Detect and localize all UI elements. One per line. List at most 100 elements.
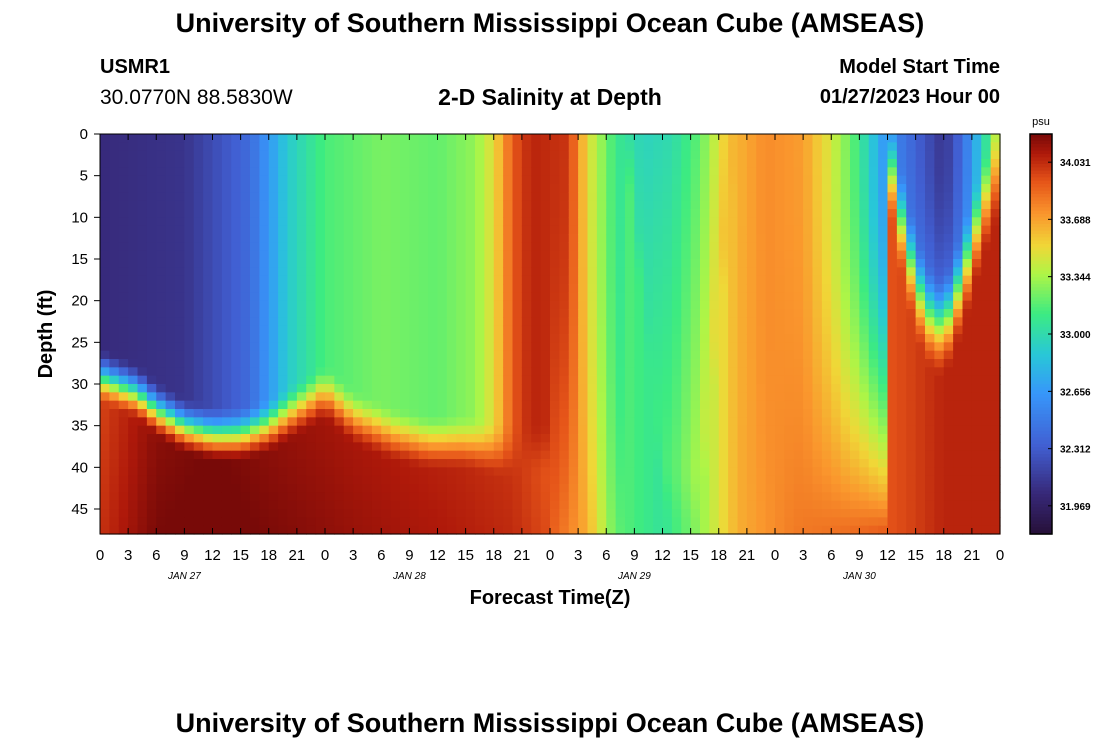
heatmap-cell (578, 184, 589, 193)
heatmap-cell (596, 525, 607, 535)
heatmap-cell (728, 142, 739, 152)
heatmap-cell (362, 259, 373, 268)
heatmap-cell (334, 167, 345, 177)
heatmap-cell (540, 234, 551, 243)
heatmap-cell (793, 492, 804, 502)
heatmap-cell (175, 284, 185, 293)
heatmap-cell (353, 192, 364, 202)
heatmap-cell (587, 192, 598, 202)
heatmap-cell (343, 500, 354, 510)
heatmap-cell (681, 192, 692, 202)
y-axis-title: Depth (ft) (35, 290, 57, 379)
heatmap-cell (606, 359, 617, 368)
colorbar-segment (1030, 157, 1052, 162)
heatmap-cell (128, 509, 139, 518)
heatmap-cell (934, 300, 945, 310)
heatmap-cell (156, 492, 167, 502)
heatmap-cell (390, 350, 401, 360)
heatmap-cell (296, 175, 307, 185)
heatmap-cell (962, 525, 973, 535)
heatmap-cell (371, 225, 382, 235)
heatmap-cell (840, 400, 851, 410)
heatmap-cell (437, 225, 448, 235)
heatmap-cell (568, 225, 579, 235)
heatmap-cell (746, 300, 757, 310)
heatmap-cell (868, 434, 879, 443)
heatmap-cell (831, 334, 842, 343)
heatmap-cell (643, 275, 654, 285)
heatmap-cell (315, 284, 326, 293)
heatmap-cell (981, 325, 992, 335)
heatmap-cell (746, 342, 757, 352)
heatmap-cell (221, 417, 232, 427)
heatmap-cell (334, 384, 345, 393)
heatmap-cell (446, 442, 457, 452)
heatmap-cell (615, 192, 626, 202)
heatmap-cell (521, 184, 532, 193)
heatmap-cell (906, 159, 917, 168)
x-tick-label: 15 (907, 547, 924, 564)
heatmap-cell (887, 250, 898, 260)
heatmap-cell (859, 442, 870, 452)
heatmap-cell (878, 434, 889, 443)
heatmap-cell (690, 192, 701, 202)
colorbar-segment (1030, 254, 1052, 258)
heatmap-cell (409, 375, 420, 385)
heatmap-cell (737, 509, 748, 518)
colorbar-segment (1030, 360, 1052, 365)
heatmap-cell (221, 359, 232, 368)
heatmap-cell (709, 284, 720, 293)
heatmap-cell (915, 209, 926, 218)
heatmap-cell (475, 300, 485, 310)
heatmap-cell (193, 375, 204, 385)
heatmap-cell (756, 484, 767, 493)
heatmap-cell (315, 234, 326, 243)
heatmap-cell (559, 417, 570, 427)
heatmap-cell (906, 300, 917, 310)
heatmap-cell (362, 384, 373, 393)
heatmap-cell (437, 459, 448, 468)
heatmap-cell (278, 209, 289, 218)
heatmap-cell (250, 275, 260, 285)
heatmap-cell (428, 325, 439, 335)
heatmap-cell (512, 192, 523, 202)
x-tick-label: 15 (232, 547, 249, 564)
heatmap-cell (793, 159, 804, 168)
heatmap-cell (831, 459, 842, 468)
heatmap-cell (268, 375, 279, 385)
heatmap-cell (493, 359, 504, 368)
heatmap-cell (971, 475, 982, 485)
heatmap-cell (971, 367, 982, 377)
heatmap-cell (812, 417, 823, 427)
heatmap-cell (156, 484, 167, 493)
heatmap-cell (925, 442, 935, 452)
heatmap-cell (962, 267, 973, 277)
heatmap-cell (915, 217, 926, 227)
heatmap-cell (671, 450, 682, 460)
heatmap-cell (550, 492, 560, 502)
heatmap-cell (906, 142, 917, 152)
heatmap-cell (165, 142, 176, 152)
heatmap-cell (943, 475, 954, 485)
heatmap-cell (596, 250, 607, 260)
heatmap-cell (756, 192, 767, 202)
heatmap-cell (559, 150, 570, 160)
heatmap-cell (803, 300, 814, 310)
colorbar-segment (1030, 260, 1052, 265)
heatmap-cell (559, 500, 570, 510)
heatmap-cell (690, 400, 701, 410)
heatmap-cell (943, 325, 954, 335)
x-tick-label: 3 (799, 547, 807, 564)
heatmap-cell (934, 459, 945, 468)
heatmap-cell (362, 467, 373, 477)
heatmap-cell (859, 384, 870, 393)
heatmap-cell (578, 475, 589, 485)
heatmap-cell (953, 442, 964, 452)
heatmap-cell (662, 375, 673, 385)
heatmap-cell (690, 284, 701, 293)
heatmap-cell (625, 309, 635, 318)
heatmap-cell (353, 467, 364, 477)
heatmap-cell (371, 267, 382, 277)
heatmap-cell (540, 350, 551, 360)
heatmap-cell (971, 375, 982, 385)
